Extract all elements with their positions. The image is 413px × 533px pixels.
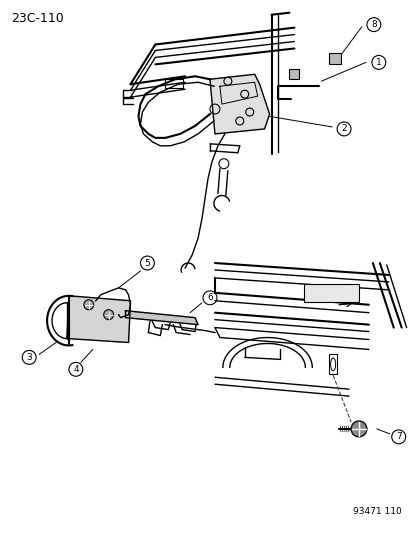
Polygon shape <box>125 311 197 325</box>
Text: 4: 4 <box>73 365 78 374</box>
Bar <box>328 354 336 374</box>
Polygon shape <box>209 74 269 134</box>
Text: 6: 6 <box>206 293 212 302</box>
Polygon shape <box>67 296 130 343</box>
Bar <box>328 53 340 64</box>
Text: 93471 110: 93471 110 <box>352 507 401 516</box>
Bar <box>165 79 183 88</box>
Text: 2: 2 <box>340 124 346 133</box>
Text: 23C-110: 23C-110 <box>11 12 64 25</box>
Text: 1: 1 <box>375 58 381 67</box>
Text: 5: 5 <box>144 259 150 268</box>
Circle shape <box>83 300 93 310</box>
Bar <box>289 69 299 79</box>
Text: 8: 8 <box>370 20 376 29</box>
Circle shape <box>103 310 113 320</box>
Ellipse shape <box>350 421 366 437</box>
Text: 3: 3 <box>26 353 32 362</box>
Bar <box>304 284 358 302</box>
Text: 7: 7 <box>395 432 401 441</box>
